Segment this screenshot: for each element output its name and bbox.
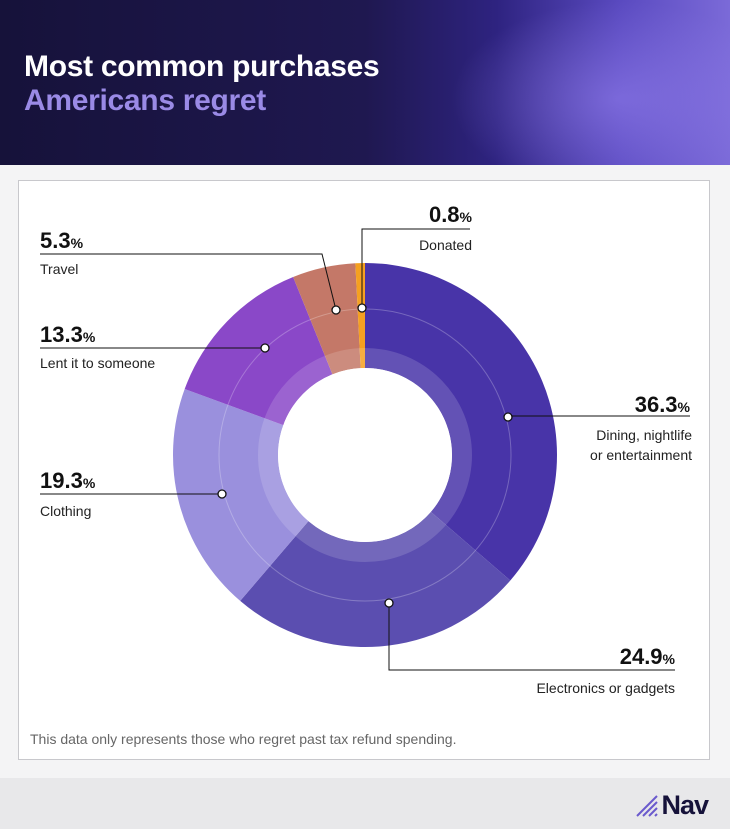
slice-electronics-or-gadgets — [240, 511, 511, 648]
marker-dots — [217, 303, 513, 608]
marker-electronics — [384, 598, 394, 608]
header-photo — [450, 0, 730, 165]
donated-value: 0.8% — [429, 202, 473, 227]
dining-label-2: or entertainment — [590, 447, 692, 463]
leader-electronics — [388, 603, 675, 671]
title-line-1: Most common purchases — [24, 50, 380, 83]
footer-bar: Nav — [0, 778, 730, 829]
marker-donated — [357, 303, 367, 313]
leader-lines — [40, 228, 690, 671]
travel-label: Travel — [40, 261, 78, 277]
clothing-value: 19.3% — [40, 468, 96, 493]
travel-value: 5.3% — [40, 228, 84, 253]
dining-value: 36.3% — [635, 392, 691, 417]
page-title: Most common purchases Americans regret — [24, 50, 380, 118]
clothing-label: Clothing — [40, 503, 91, 519]
nav-logo: Nav — [635, 790, 709, 821]
lent-label: Lent it to someone — [40, 355, 155, 371]
donated-label: Donated — [419, 237, 472, 253]
electronics-value: 24.9% — [620, 644, 676, 669]
nav-logo-mark-icon — [636, 794, 659, 817]
footnote: This data only represents those who regr… — [30, 731, 457, 747]
nav-logo-text: Nav — [661, 790, 709, 820]
marker-clothing — [217, 489, 227, 499]
lent-value: 13.3% — [40, 322, 96, 347]
slice-clothing — [173, 389, 309, 601]
dining-label-1: Dining, nightlife — [596, 427, 692, 443]
leader-travel — [40, 253, 337, 311]
slice-donated — [355, 263, 365, 369]
leader-donated — [361, 228, 470, 308]
marker-lent — [260, 343, 270, 353]
electronics-label: Electronics or gadgets — [536, 680, 675, 696]
title-line-2: Americans regret — [24, 84, 266, 117]
marker-travel — [331, 305, 341, 315]
marker-dining — [503, 412, 513, 422]
slice-travel — [293, 263, 361, 375]
slice-lent-it-to-someone — [184, 276, 333, 426]
slice-dining-nightlife-or-entertainment — [365, 263, 557, 581]
header-banner: Most common purchases Americans regret — [0, 0, 730, 165]
donut-hole — [278, 368, 452, 542]
